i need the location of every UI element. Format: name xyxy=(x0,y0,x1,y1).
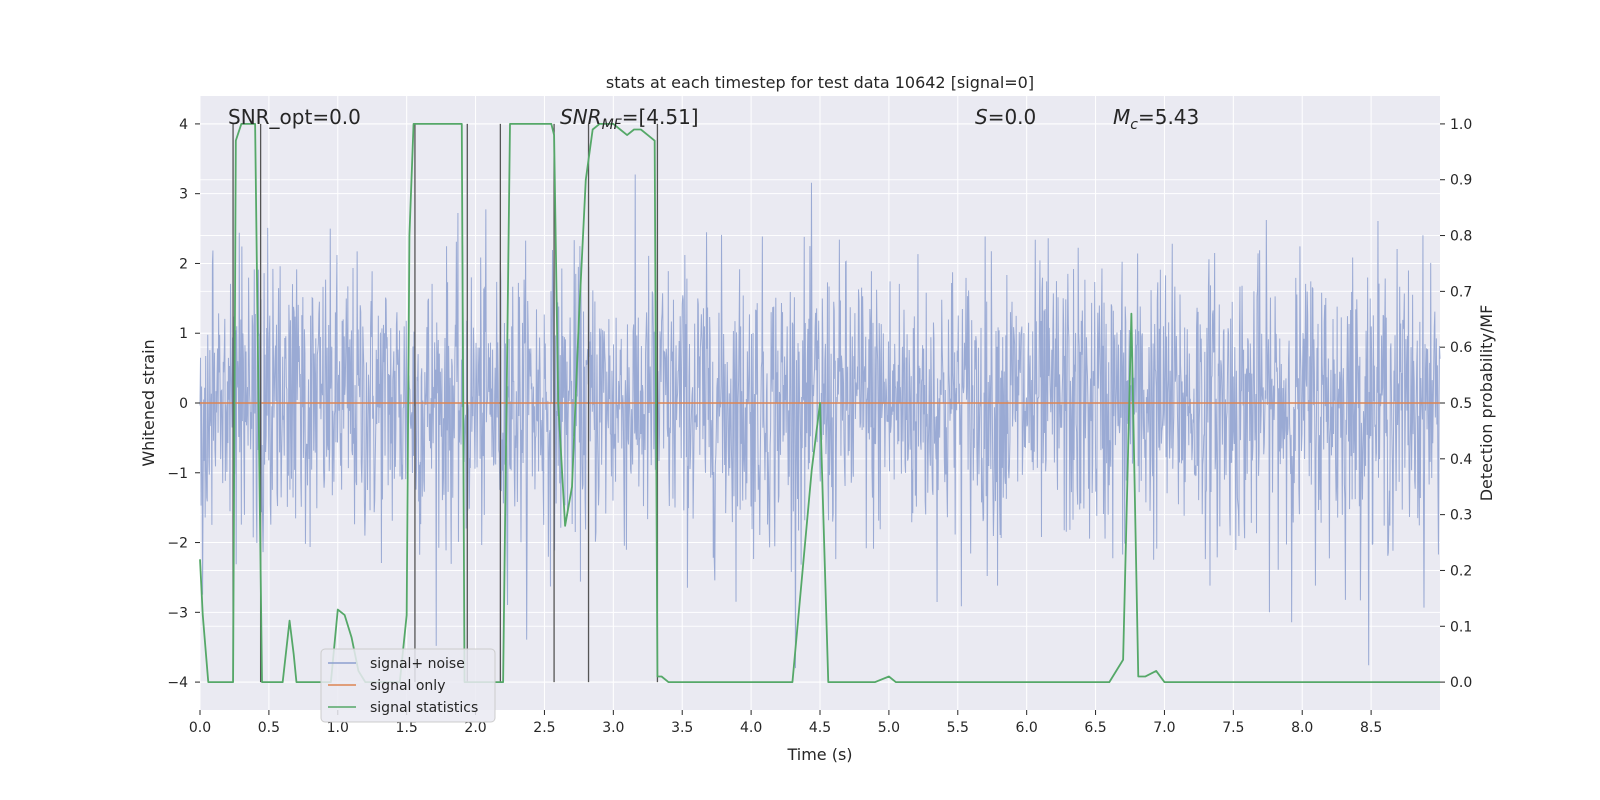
y2-tick-label-0: 1.0 xyxy=(1450,117,1472,133)
y2-tick-label-8: 0.2 xyxy=(1450,563,1472,579)
legend-entry-signal-only: signal only xyxy=(370,678,445,694)
y2-tick-label-5: 0.5 xyxy=(1450,396,1472,412)
y-tick-label-3: 1 xyxy=(179,326,188,342)
y2-tick-label-10: 0.0 xyxy=(1450,675,1472,691)
y-tick-label-0: 4 xyxy=(179,117,188,133)
x-tick-label-6: 3.0 xyxy=(602,720,624,736)
legend: signal+ noise signal only signal statist… xyxy=(320,648,496,723)
annotation-mc-value: =5.43 xyxy=(1138,105,1199,129)
y-tick-label-8: −4 xyxy=(167,675,188,691)
x-tick-label-8: 4.0 xyxy=(740,720,762,736)
y-tick-label-2: 2 xyxy=(179,256,188,272)
x-tick-label-12: 6.0 xyxy=(1016,720,1038,736)
annotation-s-var: S xyxy=(975,105,988,129)
y-axis-label: Whitened strain xyxy=(139,339,158,466)
x-tick-label-1: 0.5 xyxy=(258,720,280,736)
chart-title: stats at each timestep for test data 106… xyxy=(606,73,1034,92)
legend-entry-noise: signal+ noise xyxy=(370,656,465,672)
annotation-s-value: =0.0 xyxy=(988,105,1037,129)
y-axis-right: 1.0 0.9 0.8 0.7 0.6 0.5 0.4 0.3 0.2 0.1 0.0 xyxy=(1440,117,1472,691)
y2-tick-label-2: 0.8 xyxy=(1450,229,1472,245)
x-tick-label-4: 2.0 xyxy=(464,720,486,736)
annotation-snr-mf-value: =[4.51] xyxy=(622,105,699,129)
x-tick-label-16: 8.0 xyxy=(1291,720,1313,736)
y-tick-label-4: 0 xyxy=(179,396,188,412)
y2-tick-label-9: 0.1 xyxy=(1450,619,1472,635)
series-signal-statistics xyxy=(199,123,1440,683)
annotation-snr-opt: SNR_opt=0.0 xyxy=(228,105,361,129)
x-axis: 0.0 0.5 1.0 1.5 2.0 2.5 3.0 3.5 4.0 4.5 5.0 5.5 6.0 6… xyxy=(189,710,1382,736)
annotation-mc: Mc=5.43 xyxy=(1113,105,1199,133)
y-tick-label-5: −1 xyxy=(167,466,188,482)
x-tick-label-5: 2.5 xyxy=(533,720,555,736)
annotation-mc-main: M xyxy=(1113,105,1130,129)
annotation-snr-mf-sub: MF xyxy=(602,117,623,133)
x-tick-label-15: 7.5 xyxy=(1222,720,1244,736)
x-tick-label-13: 6.5 xyxy=(1084,720,1106,736)
x-tick-label-11: 5.5 xyxy=(947,720,969,736)
x-tick-label-0: 0.0 xyxy=(189,720,211,736)
noise-series-layer xyxy=(199,174,1441,669)
y-tick-label-6: −2 xyxy=(167,536,188,552)
y-axis-left: 4 3 2 1 0 −1 −2 −3 −4 xyxy=(167,117,200,691)
annotation-snr-mf: SNRMF=[4.51] xyxy=(560,105,699,133)
x-tick-label-17: 8.5 xyxy=(1360,720,1382,736)
y-tick-label-7: −3 xyxy=(167,605,188,621)
annotation-snr-mf-main: SNR xyxy=(560,105,602,129)
annotation-s: S=0.0 xyxy=(975,105,1036,129)
x-tick-label-2: 1.0 xyxy=(327,720,349,736)
x-tick-label-10: 5.0 xyxy=(878,720,900,736)
series-signal-noise xyxy=(199,174,1441,669)
x-tick-label-3: 1.5 xyxy=(396,720,418,736)
legend-box xyxy=(320,648,496,723)
x-tick-label-7: 3.5 xyxy=(671,720,693,736)
annotation-mc-sub: c xyxy=(1130,117,1138,133)
y2-axis-label: Detection probability/MF xyxy=(1477,305,1496,502)
x-tick-label-14: 7.0 xyxy=(1153,720,1175,736)
y-tick-label-1: 3 xyxy=(179,187,188,203)
signal-statistics-layer xyxy=(199,123,1440,683)
legend-entry-statistics: signal statistics xyxy=(370,700,478,716)
y2-tick-label-7: 0.3 xyxy=(1450,508,1472,524)
y2-tick-label-1: 0.9 xyxy=(1450,173,1472,189)
x-tick-label-9: 4.5 xyxy=(809,720,831,736)
y2-tick-label-3: 0.7 xyxy=(1450,284,1472,300)
y2-tick-label-4: 0.6 xyxy=(1450,340,1472,356)
y2-tick-label-6: 0.4 xyxy=(1450,452,1472,468)
x-axis-label: Time (s) xyxy=(786,745,852,764)
